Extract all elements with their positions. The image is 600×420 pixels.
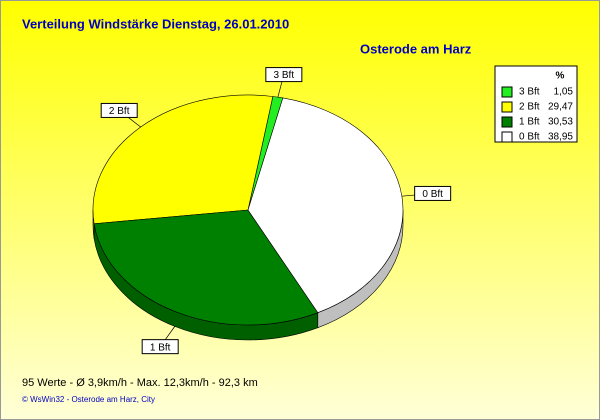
legend-swatch bbox=[501, 101, 513, 113]
slice-label: 3 Bft bbox=[274, 70, 295, 81]
legend-swatch bbox=[501, 116, 513, 128]
slice bbox=[247, 97, 404, 314]
pie: 3 Bft 2 Bft 1 Bft 0 Bft bbox=[92, 67, 452, 355]
slice bbox=[93, 209, 319, 326]
legend-label: 3 Bft bbox=[519, 87, 540, 98]
label-box bbox=[100, 102, 138, 118]
legend: % 3 Bft 1,05 2 Bft 29,47 1 Bft 30,53 0 Bft 38,9… bbox=[494, 65, 578, 143]
legend-label: 1 Bft bbox=[519, 117, 540, 128]
label-box bbox=[141, 339, 179, 355]
legend-value: 30,53 bbox=[548, 117, 573, 128]
footer: 95 Werte - Ø 3,9km/h - Max. 12,3km/h - 9… bbox=[22, 377, 258, 389]
legend-swatch bbox=[501, 86, 513, 98]
legend-label: 0 Bft bbox=[519, 132, 540, 143]
credit: © WsWin32 - Osterode am Harz, City bbox=[22, 395, 155, 404]
legend-value: 29,47 bbox=[548, 102, 573, 113]
legend-swatch bbox=[501, 131, 513, 143]
legend-value: 1,05 bbox=[554, 87, 574, 98]
legend-label: 2 Bft bbox=[519, 102, 540, 113]
label-box bbox=[265, 67, 303, 83]
chart-subtitle: Osterode am Harz bbox=[360, 41, 472, 56]
legend-value: 38,95 bbox=[548, 132, 573, 143]
label-box bbox=[414, 185, 452, 201]
legend-header: % bbox=[556, 71, 565, 82]
slice-label: 2 Bft bbox=[109, 106, 130, 117]
slice-label: 0 Bft bbox=[422, 189, 443, 200]
chart-title: Verteilung Windstärke Dienstag, 26.01.20… bbox=[22, 16, 289, 31]
slice-label: 1 Bft bbox=[150, 342, 171, 353]
